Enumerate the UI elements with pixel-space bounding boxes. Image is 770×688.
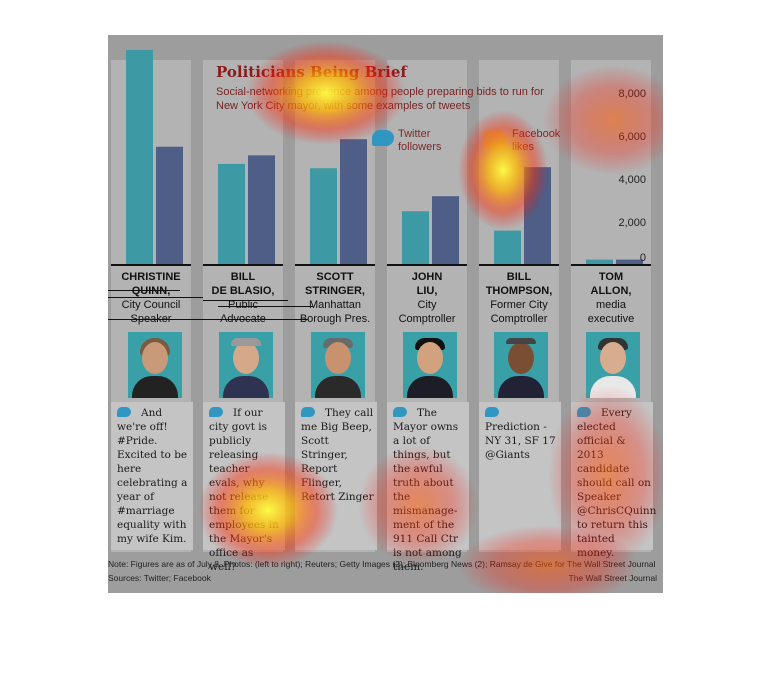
bar-facebook-2 — [340, 139, 367, 265]
tweet-card-deblasio: If our city govt is publicly releasing t… — [203, 402, 285, 573]
name-line2: LIU, — [416, 285, 438, 297]
role-line1: City Council — [121, 299, 181, 311]
name-line2: ALLON, — [590, 285, 632, 297]
y-tick-label: 0 — [640, 252, 646, 264]
role-line2: executive — [587, 313, 635, 325]
photo-allon — [586, 332, 640, 398]
role-line1: City — [417, 299, 437, 311]
bar-twitter-2 — [310, 168, 337, 265]
photo-stringer — [311, 332, 365, 398]
footer-sources: Sources: Twitter; Facebook — [108, 573, 211, 583]
photo-deblasio — [219, 332, 273, 398]
chart-subtitle: Social-networking presence among people … — [216, 86, 544, 112]
tweet-text: And we're off! #Pride. Excited to be her… — [117, 407, 188, 545]
legend-facebook-label: Facebook likes — [512, 128, 561, 153]
twitter-bird-icon — [577, 407, 591, 417]
tweet-card-stringer: They call me Big Beep, Scott Stringer, R… — [295, 402, 377, 550]
y-tick-label: 4,000 — [618, 174, 646, 186]
name-line1: BILL — [230, 271, 256, 283]
name-label-quinn: CHRISTINE QUINN, City Council Speaker — [108, 270, 197, 326]
name-label-deblasio: BILL DE BLASIO, Public Advocate — [197, 270, 289, 326]
legend-facebook: Facebook likes — [484, 128, 572, 154]
strike-line — [108, 290, 180, 291]
tweet-text: They call me Big Beep, Scott Stringer, R… — [301, 407, 374, 503]
name-line2: THOMPSON, — [485, 285, 553, 297]
role-line2: Comptroller — [398, 313, 456, 325]
bar-facebook-0 — [156, 146, 183, 265]
strike-line — [218, 306, 313, 307]
bar-twitter-1 — [218, 163, 245, 265]
footer-credit: The Wall Street Journal — [568, 573, 658, 583]
twitter-bird-icon — [209, 407, 223, 417]
strike-line — [108, 319, 308, 320]
name-line2: DE BLASIO, — [211, 285, 275, 297]
y-tick-label: 2,000 — [618, 217, 646, 229]
tweet-text: Every elected official & 2013 candidate … — [577, 407, 657, 559]
name-label-stringer: SCOTT STRINGER, Manhattan Borough Pres. — [289, 270, 381, 326]
role-line1: Public — [228, 299, 258, 311]
name-line1: BILL — [506, 271, 532, 283]
legend-twitter-label: Twitter followers — [398, 128, 442, 153]
twitter-bird-icon — [301, 407, 315, 417]
tweet-card-thompson: Prediction - NY 31, SF 17 @Giants — [479, 402, 561, 550]
infographic-panel: 8,000 6,000 4,000 2,000 0 Politicians Being … — [108, 35, 663, 593]
strike-line — [203, 300, 288, 301]
bar-facebook-1 — [248, 155, 275, 265]
bar-twitter-5 — [586, 259, 613, 265]
tweet-text: Prediction - NY 31, SF 17 @Giants — [485, 421, 556, 461]
name-line1: JOHN — [411, 271, 443, 283]
tweet-text: The Mayor owns a lot of things, but the … — [393, 407, 462, 573]
photo-quinn — [128, 332, 182, 398]
twitter-bird-icon — [372, 130, 394, 146]
role-line1: Manhattan — [309, 299, 361, 311]
name-line2: STRINGER, — [305, 285, 365, 297]
name-line1: SCOTT — [316, 271, 354, 283]
bar-facebook-4 — [524, 167, 551, 265]
tweet-text: If our city govt is publicly releasing t… — [209, 407, 279, 573]
name-label-thompson: BILL THOMPSON, Former City Comptroller — [473, 270, 565, 326]
bar-twitter-0 — [126, 50, 153, 265]
strike-line — [108, 297, 203, 298]
role-line2: Borough Pres. — [299, 313, 371, 325]
twitter-bird-icon — [393, 407, 407, 417]
legend-twitter: Twitter followers — [372, 128, 468, 154]
name-line1: TOM — [598, 271, 624, 283]
footer-note: Note: Figures are as of July 8. Photos: … — [108, 559, 656, 569]
tweet-card-liu: The Mayor owns a lot of things, but the … — [387, 402, 469, 573]
tweet-card-allon: Every elected official & 2013 candidate … — [571, 402, 656, 559]
name-line1: CHRISTINE — [121, 271, 181, 283]
bar-facebook-5 — [616, 259, 643, 265]
name-label-liu: JOHN LIU, City Comptroller — [381, 270, 473, 326]
role-line1: media — [596, 299, 626, 311]
role-line2: Comptroller — [490, 313, 548, 325]
photo-thompson — [494, 332, 548, 398]
y-tick-label: 8,000 — [618, 88, 646, 100]
bar-facebook-3 — [432, 196, 459, 265]
name-line2: QUINN, — [131, 285, 171, 297]
twitter-bird-icon — [485, 407, 499, 417]
y-tick-label: 6,000 — [618, 131, 646, 143]
chart-title: Politicians Being Brief — [216, 63, 407, 81]
thumbs-up-icon — [484, 129, 506, 149]
photo-liu — [403, 332, 457, 398]
tweet-card-quinn: And we're off! #Pride. Excited to be her… — [111, 402, 193, 550]
bar-twitter-3 — [402, 211, 429, 265]
role-line1: Former City — [490, 299, 548, 311]
name-label-allon: TOM ALLON, media executive — [565, 270, 657, 326]
twitter-bird-icon — [117, 407, 131, 417]
bar-twitter-4 — [494, 230, 521, 265]
